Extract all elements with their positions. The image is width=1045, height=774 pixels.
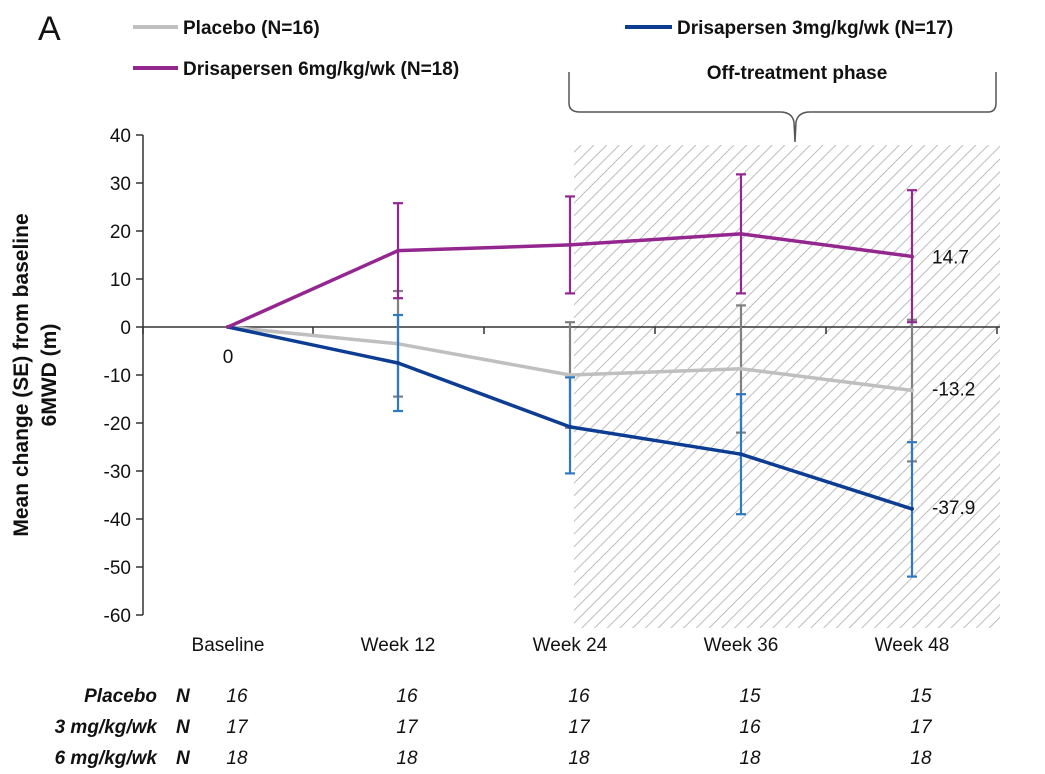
data-point bbox=[226, 325, 230, 329]
data-point bbox=[396, 361, 400, 365]
legend-item-drisapersen-3mg: Drisapersen 3mg/kg/wk (N=17) bbox=[625, 18, 953, 39]
n-header: N bbox=[176, 717, 191, 738]
y-axis-title-line1: Mean change (SE) from baseline bbox=[10, 213, 33, 536]
legend-item-drisapersen-6mg: Drisapersen 6mg/kg/wk (N=18) bbox=[133, 59, 459, 80]
off-treatment-label: Off-treatment phase bbox=[707, 63, 888, 84]
end-value-label: -37.9 bbox=[932, 498, 975, 519]
end-value-label: -13.2 bbox=[932, 379, 975, 400]
n-table-row: 3 mg/kg/wk N 17 17 17 16 17 bbox=[55, 717, 933, 738]
n-cell: 16 bbox=[568, 686, 590, 707]
data-point bbox=[739, 366, 743, 371]
x-category-label: Week 24 bbox=[533, 635, 608, 656]
panel-label: A bbox=[38, 10, 61, 48]
n-cell: 15 bbox=[739, 686, 761, 707]
series-drisapersen-6mg: 14.7 bbox=[226, 173, 969, 329]
series-placebo: -13.2 bbox=[226, 289, 975, 463]
n-cell: 18 bbox=[739, 748, 761, 769]
n-cell: 18 bbox=[226, 748, 248, 769]
n-row-label: 6 mg/kg/wk bbox=[55, 748, 159, 769]
y-tick-label: 10 bbox=[110, 270, 131, 291]
data-point bbox=[739, 231, 743, 236]
data-point bbox=[568, 242, 572, 247]
legend-label: Drisapersen 3mg/kg/wk (N=17) bbox=[677, 18, 953, 39]
x-category-label: Week 48 bbox=[875, 635, 950, 656]
series-layer: -13.2 -37.9 14.7 bbox=[226, 173, 975, 578]
y-tick-label: -50 bbox=[104, 558, 131, 579]
n-row-label: 3 mg/kg/wk bbox=[55, 717, 159, 738]
y-tick-label: -60 bbox=[104, 606, 131, 627]
y-tick-label: 20 bbox=[110, 222, 131, 243]
x-category-label: Week 36 bbox=[704, 635, 779, 656]
n-header: N bbox=[176, 686, 191, 707]
legend-label: Drisapersen 6mg/kg/wk (N=18) bbox=[183, 59, 459, 80]
y-tick-label: -10 bbox=[104, 366, 131, 387]
y-tick-label: 0 bbox=[120, 318, 131, 339]
y-tick-label: 30 bbox=[110, 174, 131, 195]
n-table-row: 6 mg/kg/wk N 18 18 18 18 18 bbox=[55, 748, 932, 769]
n-cell: 15 bbox=[910, 686, 932, 707]
n-cell: 17 bbox=[910, 717, 933, 738]
data-point bbox=[910, 254, 914, 259]
series-drisapersen-3mg: -37.9 bbox=[226, 313, 975, 578]
legend-label: Placebo (N=16) bbox=[183, 18, 320, 39]
data-point bbox=[910, 388, 914, 393]
n-cell: 18 bbox=[910, 748, 932, 769]
end-value-label: 14.7 bbox=[932, 247, 969, 268]
n-cell: 16 bbox=[396, 686, 418, 707]
n-cell: 16 bbox=[226, 686, 248, 707]
n-row-label: Placebo bbox=[84, 686, 157, 707]
data-point bbox=[910, 506, 914, 511]
axes: 40 30 20 10 0 -10 -20 -30 -40 -50 -60 0 Baseline Week… bbox=[104, 126, 1000, 656]
y-tick-label: -40 bbox=[104, 510, 131, 531]
n-cell: 17 bbox=[226, 717, 249, 738]
n-cell: 16 bbox=[739, 717, 761, 738]
n-cell: 17 bbox=[568, 717, 591, 738]
data-point bbox=[396, 248, 400, 253]
y-tick-label: 40 bbox=[110, 126, 131, 147]
zero-label: 0 bbox=[223, 347, 234, 368]
n-header: N bbox=[176, 748, 191, 769]
data-point bbox=[739, 452, 743, 457]
off-treatment-shading bbox=[574, 145, 1000, 628]
brace bbox=[568, 72, 997, 143]
y-axis-title-line2: 6MWD (m) bbox=[38, 324, 61, 427]
n-cell: 17 bbox=[396, 717, 419, 738]
y-tick-label: -20 bbox=[104, 414, 131, 435]
y-tick-label: -30 bbox=[104, 462, 131, 483]
x-category-label: Baseline bbox=[192, 635, 265, 656]
legend: Placebo (N=16) Drisapersen 3mg/kg/wk (N=1… bbox=[133, 18, 953, 80]
x-category-label: Week 12 bbox=[361, 635, 436, 656]
data-point bbox=[568, 424, 572, 429]
n-cell: 18 bbox=[568, 748, 590, 769]
data-point bbox=[568, 373, 572, 377]
n-table-row: Placebo N 16 16 16 15 15 bbox=[84, 686, 932, 707]
n-table: Placebo N 16 16 16 15 15 3 mg/kg/wk N 17 17 17 16 17 6… bbox=[55, 686, 933, 769]
legend-item-placebo: Placebo (N=16) bbox=[133, 18, 320, 39]
n-cell: 18 bbox=[396, 748, 418, 769]
shaded-region bbox=[574, 145, 1000, 628]
off-treatment-brace: Off-treatment phase bbox=[568, 63, 997, 143]
